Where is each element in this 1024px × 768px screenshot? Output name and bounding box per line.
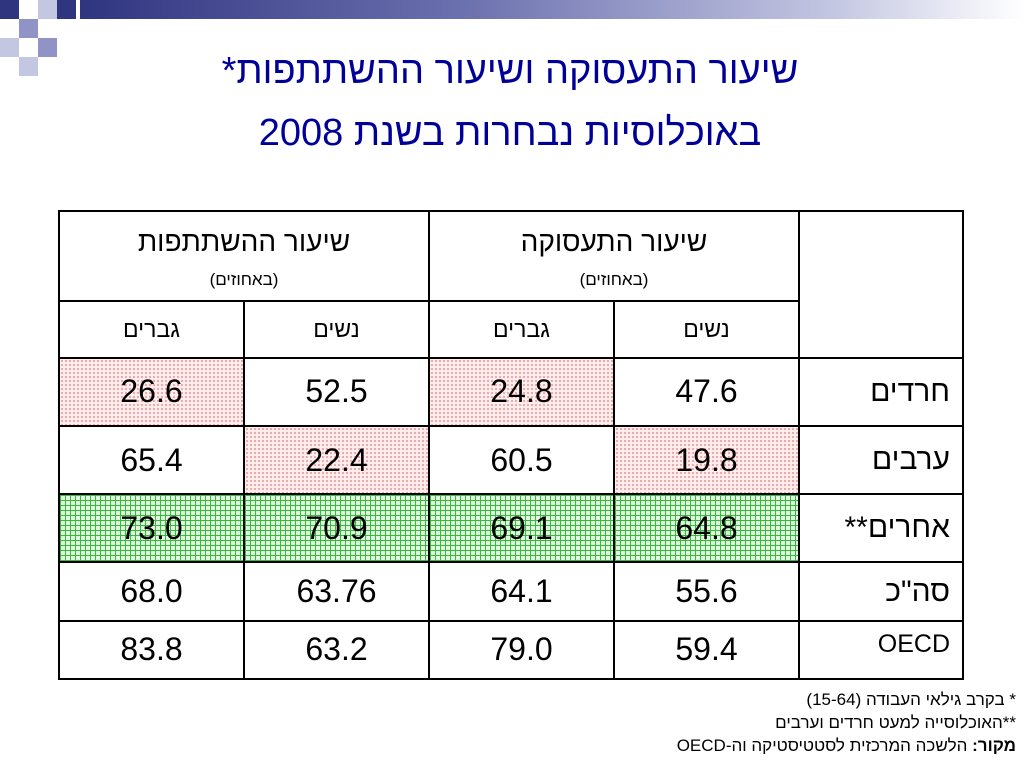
column-header: נשים	[243, 300, 430, 359]
table-row: סה"כ 55.6 64.1 63.76 68.0	[58, 561, 964, 622]
table-cell: 63.2	[243, 619, 430, 681]
decor-gradient-bar	[80, 0, 1024, 19]
column-header: נשים	[613, 300, 800, 359]
table-cell: 73.0	[58, 493, 245, 564]
decor-square	[57, 38, 76, 57]
decor-square	[19, 0, 38, 19]
decor-square	[0, 38, 19, 57]
decor-square	[57, 0, 76, 19]
table-cell: 69.1	[428, 493, 615, 564]
slide-subtitle: באוכלוסיות נבחרות בשנת 2008	[258, 112, 762, 154]
table-cell: 64.1	[428, 561, 615, 622]
column-header: גברים	[58, 300, 245, 359]
decor-square	[19, 57, 38, 76]
row-label: OECD	[798, 619, 964, 681]
corner-cell	[798, 210, 964, 359]
table-cell: 55.6	[613, 561, 800, 622]
footnote: **האוכלוסייה למעט חרדים וערבים	[775, 713, 1016, 732]
table-row: ערבים 19.8 60.5 22.4 65.4	[58, 424, 964, 496]
column-header: גברים	[428, 300, 615, 359]
group-header-participation: שיעור ההשתתפות (באחוזים)	[58, 209, 430, 303]
table-row: אחרים** 64.8 69.1 70.9 73.0	[58, 493, 964, 564]
source-label: מקור:	[972, 736, 1016, 755]
footnote: * בקרב גילאי העבודה (15-64)	[806, 690, 1016, 709]
table-cell: 70.9	[243, 493, 430, 564]
table-cell: 47.6	[613, 356, 800, 427]
group-header-employment: שיעור התעסוקה (באחוזים)	[428, 209, 800, 303]
table-cell: 65.4	[58, 424, 245, 496]
footnotes: * בקרב גילאי העבודה (15-64) **האוכלוסייה…	[677, 688, 1016, 757]
table-cell: 64.8	[613, 493, 800, 564]
table-cell: 26.6	[58, 356, 245, 427]
decor-square	[38, 19, 57, 38]
table-cell: 22.4	[243, 424, 430, 496]
decor-square	[0, 0, 19, 19]
source-text: הלשכה המרכזית לסטטיסטיקה וה-OECD	[676, 736, 973, 755]
slide-title: שיעור התעסוקה ושיעור ההשתתפות*	[221, 50, 799, 92]
decor-square	[19, 19, 38, 38]
row-label: אחרים**	[798, 493, 964, 564]
decor-square	[38, 38, 57, 57]
row-label: חרדים	[798, 356, 964, 427]
group-unit: (באחוזים)	[579, 270, 649, 289]
table-cell: 52.5	[243, 356, 430, 427]
table-cell: 19.8	[613, 424, 800, 496]
table-cell: 24.8	[428, 356, 615, 427]
group-title: שיעור ההשתתפות	[137, 226, 351, 257]
source-note: מקור: הלשכה המרכזית לסטטיסטיקה וה-OECD	[677, 734, 1016, 757]
decor-square	[0, 19, 19, 38]
table-cell: 59.4	[613, 619, 800, 681]
table-cell: 79.0	[428, 619, 615, 681]
row-label: ערבים	[798, 424, 964, 496]
row-label: סה"כ	[798, 561, 964, 622]
group-unit: (באחוזים)	[209, 270, 279, 289]
table-cell: 60.5	[428, 424, 615, 496]
table-cell: 68.0	[58, 561, 245, 622]
table-cell: 83.8	[58, 619, 245, 681]
group-title: שיעור התעסוקה	[520, 226, 708, 257]
table-row: OECD 59.4 79.0 63.2 83.8	[58, 619, 964, 681]
table-row: חרדים 47.6 24.8 52.5 26.6	[58, 356, 964, 427]
employment-table: שיעור התעסוקה (באחוזים) שיעור ההשתתפות (…	[58, 209, 964, 681]
decor-square	[38, 0, 57, 19]
table-cell: 63.76	[243, 561, 430, 622]
